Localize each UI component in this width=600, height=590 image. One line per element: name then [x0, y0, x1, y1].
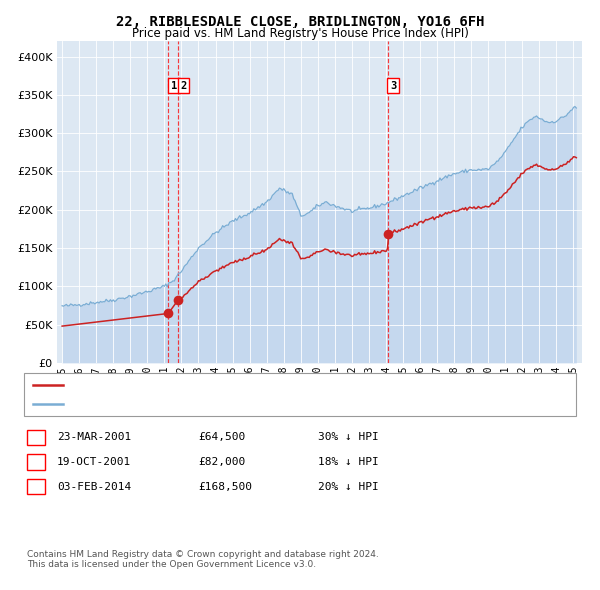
Text: 3: 3	[390, 81, 397, 91]
Text: 30% ↓ HPI: 30% ↓ HPI	[318, 432, 379, 442]
Text: 3: 3	[32, 482, 40, 491]
Text: 18% ↓ HPI: 18% ↓ HPI	[318, 457, 379, 467]
Text: 23-MAR-2001: 23-MAR-2001	[57, 432, 131, 442]
Text: £64,500: £64,500	[198, 432, 245, 442]
Text: 2: 2	[181, 81, 187, 91]
Text: 20% ↓ HPI: 20% ↓ HPI	[318, 482, 379, 491]
Text: 2: 2	[32, 457, 40, 467]
Text: £82,000: £82,000	[198, 457, 245, 467]
Text: 22, RIBBLESDALE CLOSE, BRIDLINGTON, YO16 6FH (detached house): 22, RIBBLESDALE CLOSE, BRIDLINGTON, YO16…	[69, 381, 427, 391]
Text: 03-FEB-2014: 03-FEB-2014	[57, 482, 131, 491]
Text: 1: 1	[32, 432, 40, 442]
Text: HPI: Average price, detached house, East Riding of Yorkshire: HPI: Average price, detached house, East…	[69, 399, 421, 409]
Text: Contains HM Land Registry data © Crown copyright and database right 2024.
This d: Contains HM Land Registry data © Crown c…	[27, 550, 379, 569]
Text: £168,500: £168,500	[198, 482, 252, 491]
Text: 22, RIBBLESDALE CLOSE, BRIDLINGTON, YO16 6FH: 22, RIBBLESDALE CLOSE, BRIDLINGTON, YO16…	[116, 15, 484, 29]
Text: 19-OCT-2001: 19-OCT-2001	[57, 457, 131, 467]
Text: 1: 1	[171, 81, 177, 91]
Text: Price paid vs. HM Land Registry's House Price Index (HPI): Price paid vs. HM Land Registry's House …	[131, 27, 469, 40]
